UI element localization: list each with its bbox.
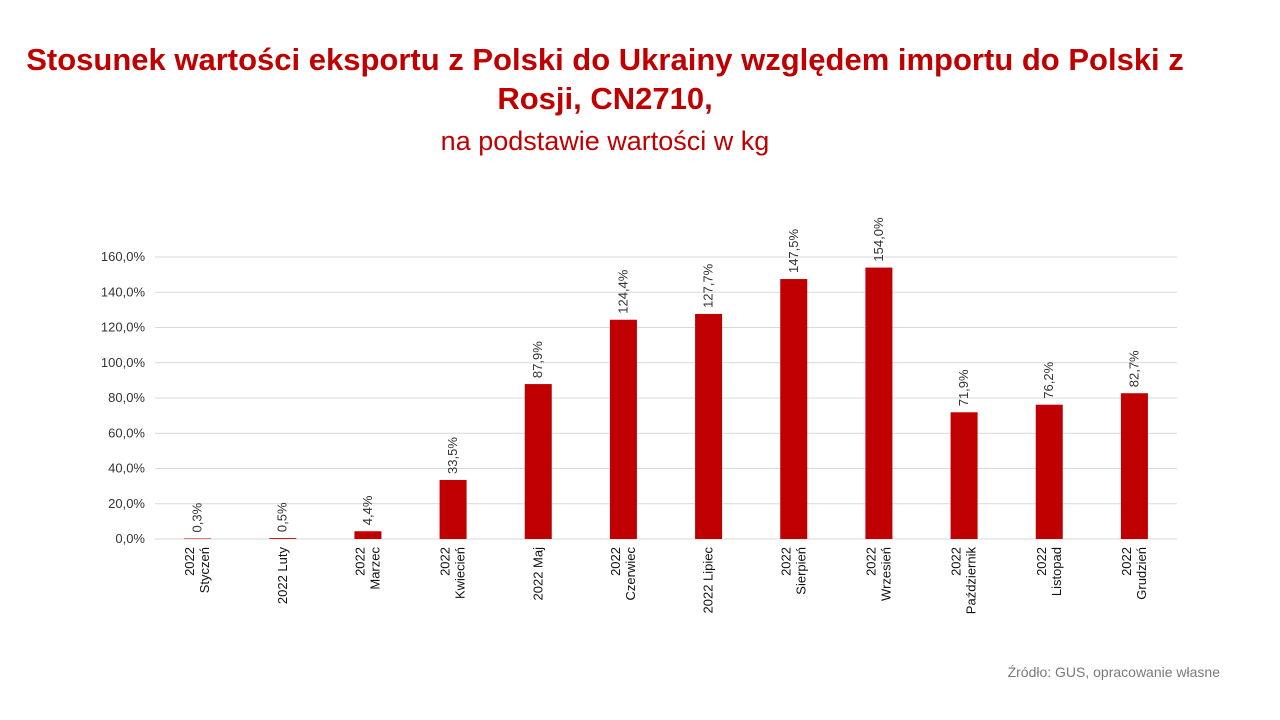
data-label: 71,9% <box>956 369 971 406</box>
category-label: 2022 Październik <box>949 547 979 615</box>
bar <box>524 384 552 539</box>
category-label-line: Sierpień <box>793 547 808 595</box>
y-tick-label: 100,0% <box>101 355 146 370</box>
category-label: 2022 Czerwiec <box>608 547 638 601</box>
chart-title: Stosunek wartości eksportu z Polski do U… <box>26 42 1184 116</box>
category-label: 2022 Maj <box>530 547 545 601</box>
bar <box>1035 404 1063 539</box>
y-tick-label: 160,0% <box>101 249 146 264</box>
bar <box>354 531 382 539</box>
category-label-line: 2022 <box>182 547 197 576</box>
category-label: 2022 Luty <box>275 547 290 605</box>
category-label-line: Wrzesień <box>878 547 893 601</box>
data-label: 33,5% <box>445 437 460 474</box>
category-label-line: 2022 <box>1119 547 1134 576</box>
category-label-line: 2022 Lipiec <box>701 547 716 614</box>
data-label: 0,5% <box>275 502 290 532</box>
data-label: 127,7% <box>701 263 716 308</box>
category-label-line: 2022 Luty <box>275 547 290 605</box>
category-label-line: Styczeń <box>197 547 212 593</box>
category-label: 2022 Sierpień <box>778 547 808 595</box>
category-label: 2022 Lipiec <box>701 547 716 614</box>
bar <box>865 267 893 539</box>
y-tick-label: 60,0% <box>108 425 145 440</box>
data-label: 124,4% <box>615 269 630 314</box>
bar <box>439 479 467 539</box>
category-label-line: 2022 <box>352 547 367 576</box>
data-label: 82,7% <box>1126 350 1141 387</box>
data-label: 76,2% <box>1041 361 1056 398</box>
bar <box>950 412 978 539</box>
bar <box>1120 393 1148 539</box>
data-label: 147,5% <box>786 228 801 273</box>
data-label: 0,3% <box>190 502 205 532</box>
y-tick-label: 120,0% <box>101 320 146 335</box>
category-label-line: 2022 <box>778 547 793 576</box>
category-label-line: Czerwiec <box>623 547 638 601</box>
chart-subtitle: na podstawie wartości w kg <box>440 126 770 156</box>
category-label-line: 2022 <box>949 547 964 576</box>
category-label-line: Październik <box>964 547 979 615</box>
bar <box>184 538 212 539</box>
category-label-line: Kwiecień <box>453 547 468 599</box>
data-label: 87,9% <box>530 341 545 378</box>
source-note: Źródło: GUS, opracowanie własne <box>1007 664 1220 680</box>
y-tick-label: 40,0% <box>108 461 145 476</box>
category-label-line: 2022 <box>863 547 878 576</box>
bar <box>609 319 637 539</box>
bar <box>269 538 297 539</box>
y-tick-label: 80,0% <box>108 390 145 405</box>
category-label-line: 2022 <box>1034 547 1049 576</box>
data-label: 4,4% <box>360 495 375 525</box>
category-label-line: Grudzień <box>1134 547 1149 600</box>
category-label: 2022 Grudzień <box>1119 547 1149 600</box>
category-label-line: 2022 Maj <box>530 547 545 601</box>
category-label: 2022 Wrzesień <box>863 547 893 601</box>
y-tick-label: 20,0% <box>108 496 145 511</box>
category-label-line: Listopad <box>1049 547 1064 596</box>
category-label: 2022 Listopad <box>1034 547 1064 596</box>
category-label-line: 2022 <box>608 547 623 576</box>
bar <box>780 279 808 539</box>
y-tick-label: 140,0% <box>101 284 146 299</box>
category-label: 2022 Styczeń <box>182 547 212 593</box>
category-label: 2022 Kwiecień <box>438 547 468 599</box>
bar <box>695 313 723 539</box>
category-label: 2022 Marzec <box>352 547 382 590</box>
data-label: 154,0% <box>871 217 886 262</box>
y-tick-label: 0,0% <box>115 531 145 546</box>
category-label-line: Marzec <box>367 547 382 590</box>
category-label-line: 2022 <box>438 547 453 576</box>
